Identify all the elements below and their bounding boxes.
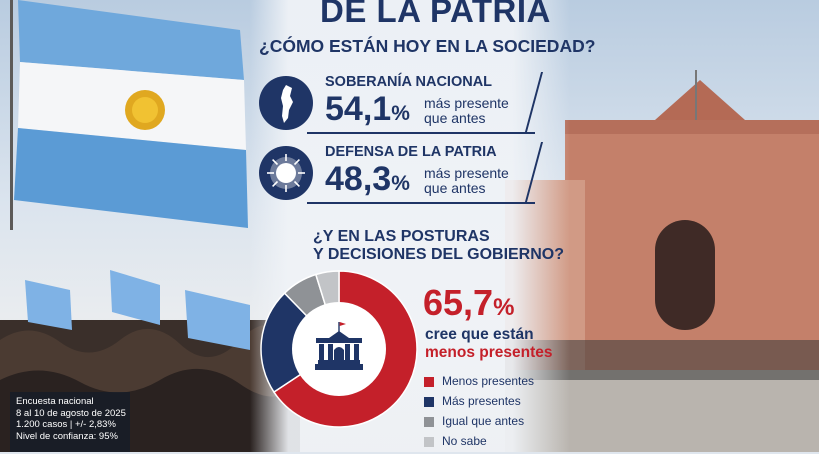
stat-soberania: SOBERANÍA NACIONAL 54,1% más presente que… <box>259 72 544 134</box>
stat-value: 54,1% <box>325 90 410 128</box>
stat-value: 48,3% <box>325 160 410 198</box>
sun-of-may-icon <box>259 146 313 200</box>
survey-footnote: Encuesta nacional 8 al 10 de agosto de 2… <box>10 392 130 452</box>
stat-description: más presente que antes <box>424 95 509 126</box>
page-title: DE LA PATRIA <box>320 0 551 29</box>
highlight-value: 65,7% <box>423 282 515 323</box>
divider <box>524 72 544 132</box>
stat-label: SOBERANÍA NACIONAL <box>325 74 493 90</box>
stat-description: más presente que antes <box>424 165 509 196</box>
legend-swatch <box>424 397 434 407</box>
divider <box>524 142 544 202</box>
divider <box>307 132 535 134</box>
legend-swatch <box>424 437 434 447</box>
legend-swatch <box>424 417 434 427</box>
stat-label: DEFENSA DE LA PATRIA <box>325 144 497 160</box>
stat-defensa: DEFENSA DE LA PATRIA 48,3% más presente q… <box>259 142 544 204</box>
government-building-icon <box>315 322 363 370</box>
highlight-text-emphasis: menos presentes <box>425 344 553 361</box>
page-subtitle: ¿CÓMO ESTÁN HOY EN LA SOCIEDAD? <box>259 36 596 56</box>
argentina-map-icon <box>259 76 313 130</box>
highlight-text: cree que están <box>425 326 534 343</box>
sun-of-may-on-flag <box>125 90 165 130</box>
government-question: ¿Y EN LAS POSTURAS Y DECISIONES DEL GOBI… <box>313 228 565 263</box>
donut-chart <box>260 270 418 428</box>
legend-swatch <box>424 377 434 387</box>
divider <box>307 202 535 204</box>
argentina-flag-image <box>0 0 260 230</box>
